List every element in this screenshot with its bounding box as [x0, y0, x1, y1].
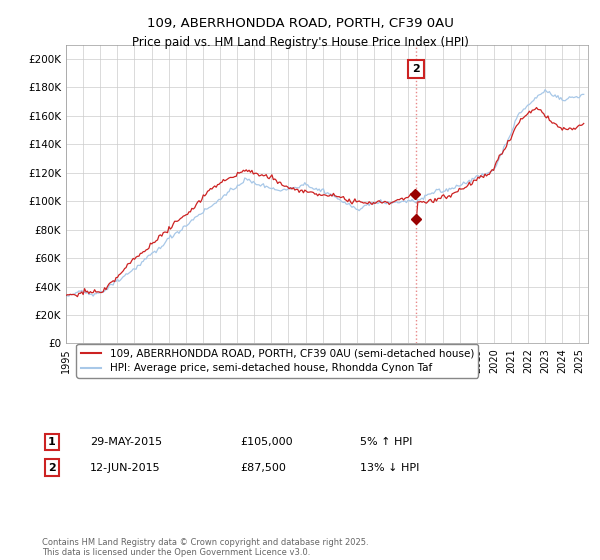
Text: 2: 2	[48, 463, 56, 473]
Text: 1: 1	[48, 437, 56, 447]
Legend: 109, ABERRHONDDA ROAD, PORTH, CF39 0AU (semi-detached house), HPI: Average price: 109, ABERRHONDDA ROAD, PORTH, CF39 0AU (…	[76, 344, 478, 377]
Text: 2: 2	[412, 64, 420, 74]
Text: Contains HM Land Registry data © Crown copyright and database right 2025.
This d: Contains HM Land Registry data © Crown c…	[42, 538, 368, 557]
Text: 12-JUN-2015: 12-JUN-2015	[90, 463, 161, 473]
Text: £87,500: £87,500	[240, 463, 286, 473]
Text: 29-MAY-2015: 29-MAY-2015	[90, 437, 162, 447]
Text: 13% ↓ HPI: 13% ↓ HPI	[360, 463, 419, 473]
Text: £105,000: £105,000	[240, 437, 293, 447]
Text: 5% ↑ HPI: 5% ↑ HPI	[360, 437, 412, 447]
Text: 109, ABERRHONDDA ROAD, PORTH, CF39 0AU: 109, ABERRHONDDA ROAD, PORTH, CF39 0AU	[146, 17, 454, 30]
Text: Price paid vs. HM Land Registry's House Price Index (HPI): Price paid vs. HM Land Registry's House …	[131, 36, 469, 49]
